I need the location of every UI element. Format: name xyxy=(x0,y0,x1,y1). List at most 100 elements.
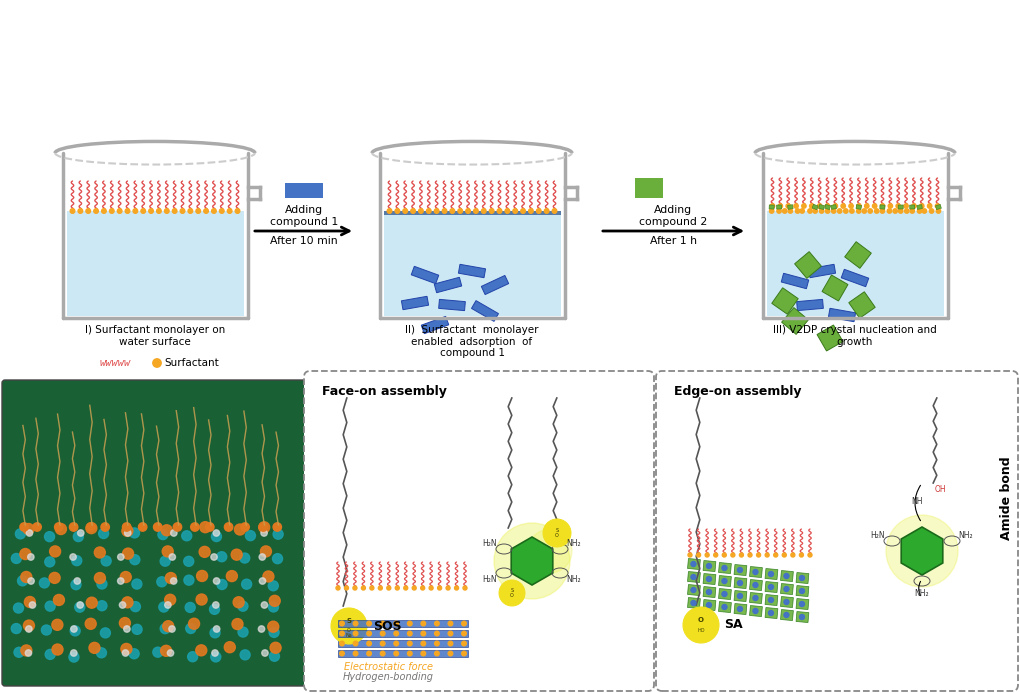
Circle shape xyxy=(101,556,111,566)
Bar xyxy=(818,204,824,209)
Circle shape xyxy=(783,209,787,213)
Circle shape xyxy=(52,620,63,631)
Circle shape xyxy=(26,530,33,536)
Circle shape xyxy=(706,563,711,568)
Circle shape xyxy=(102,209,106,213)
Circle shape xyxy=(691,561,696,566)
Circle shape xyxy=(172,209,177,213)
Bar xyxy=(795,252,821,279)
Bar xyxy=(781,570,794,581)
Circle shape xyxy=(226,570,237,581)
Bar xyxy=(769,205,774,209)
Circle shape xyxy=(153,359,161,367)
Circle shape xyxy=(11,624,21,633)
Bar xyxy=(688,559,700,570)
Bar xyxy=(765,568,777,579)
Circle shape xyxy=(33,523,42,532)
Bar xyxy=(765,608,777,619)
Circle shape xyxy=(849,204,853,208)
Circle shape xyxy=(125,209,129,213)
Circle shape xyxy=(419,209,423,213)
Circle shape xyxy=(124,530,130,536)
Circle shape xyxy=(354,631,358,635)
Circle shape xyxy=(204,209,208,213)
Circle shape xyxy=(157,577,167,587)
FancyBboxPatch shape xyxy=(2,380,306,686)
Circle shape xyxy=(784,586,789,592)
Circle shape xyxy=(99,529,109,538)
Circle shape xyxy=(69,652,78,662)
Circle shape xyxy=(121,643,131,654)
Circle shape xyxy=(197,570,208,581)
Circle shape xyxy=(721,579,727,584)
Circle shape xyxy=(19,549,31,559)
Circle shape xyxy=(74,578,81,584)
Circle shape xyxy=(722,553,727,557)
Bar xyxy=(718,588,732,599)
Circle shape xyxy=(874,209,879,213)
Circle shape xyxy=(165,602,171,608)
Circle shape xyxy=(800,588,804,593)
Circle shape xyxy=(258,626,265,632)
Bar xyxy=(817,325,843,351)
Text: HO: HO xyxy=(697,627,705,633)
Circle shape xyxy=(239,553,250,563)
Circle shape xyxy=(261,530,267,536)
Circle shape xyxy=(101,523,109,532)
Circle shape xyxy=(73,532,84,541)
Circle shape xyxy=(154,523,162,532)
Circle shape xyxy=(213,530,219,536)
Circle shape xyxy=(120,572,131,583)
Circle shape xyxy=(769,209,773,213)
Circle shape xyxy=(213,626,220,632)
Bar xyxy=(765,581,777,593)
Circle shape xyxy=(489,209,494,213)
Bar xyxy=(438,299,466,310)
Circle shape xyxy=(259,522,270,533)
Circle shape xyxy=(880,209,884,213)
Bar xyxy=(383,211,560,316)
Bar xyxy=(734,590,747,602)
Bar xyxy=(703,561,716,572)
Circle shape xyxy=(935,204,940,208)
Circle shape xyxy=(109,209,114,213)
Circle shape xyxy=(756,553,760,557)
Circle shape xyxy=(740,553,744,557)
Circle shape xyxy=(273,523,281,532)
Circle shape xyxy=(89,642,100,653)
Circle shape xyxy=(800,553,803,557)
Circle shape xyxy=(427,209,431,213)
Circle shape xyxy=(210,604,219,615)
Circle shape xyxy=(841,204,846,208)
Circle shape xyxy=(165,595,175,605)
Circle shape xyxy=(779,204,783,208)
Bar xyxy=(718,563,732,574)
Circle shape xyxy=(434,631,439,635)
Circle shape xyxy=(97,601,107,611)
Bar xyxy=(849,292,875,318)
Circle shape xyxy=(117,209,122,213)
Circle shape xyxy=(776,209,782,213)
Circle shape xyxy=(413,586,416,590)
Bar xyxy=(776,205,782,209)
Circle shape xyxy=(181,531,192,541)
Circle shape xyxy=(936,209,941,213)
Bar xyxy=(910,205,915,209)
Circle shape xyxy=(784,574,789,579)
Text: OH: OH xyxy=(934,484,946,493)
Circle shape xyxy=(429,586,433,590)
Circle shape xyxy=(462,641,467,646)
Circle shape xyxy=(809,204,814,208)
Circle shape xyxy=(868,209,872,213)
Circle shape xyxy=(132,624,142,634)
Circle shape xyxy=(912,204,916,208)
Circle shape xyxy=(11,554,21,563)
Bar xyxy=(796,611,809,622)
Circle shape xyxy=(825,204,829,208)
Circle shape xyxy=(94,209,99,213)
Circle shape xyxy=(494,523,570,599)
Circle shape xyxy=(170,578,177,584)
Circle shape xyxy=(864,204,869,208)
Bar xyxy=(812,204,818,210)
Bar xyxy=(734,604,747,615)
